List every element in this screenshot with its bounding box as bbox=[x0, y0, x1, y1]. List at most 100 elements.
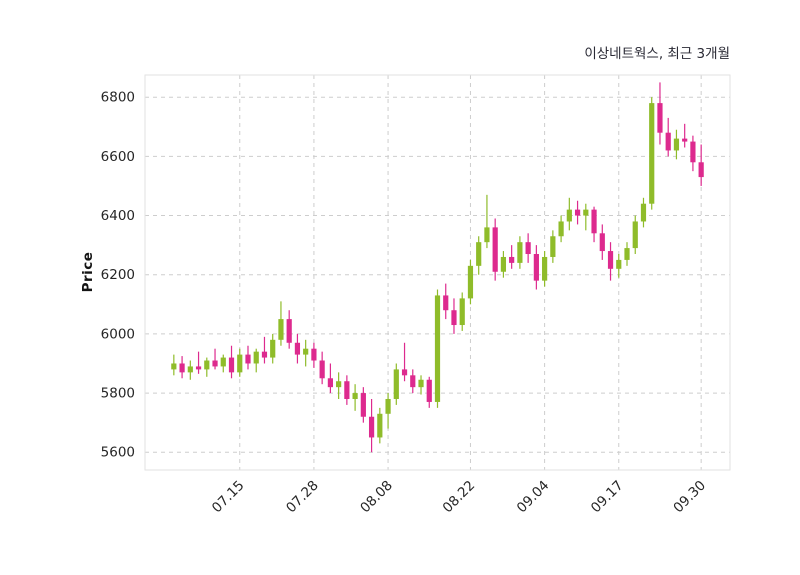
candle-down bbox=[591, 206, 597, 243]
candle-down bbox=[368, 398, 375, 453]
candle-body bbox=[467, 265, 474, 299]
candle-body bbox=[352, 393, 358, 399]
candle-down bbox=[525, 233, 531, 263]
chart-title: 이상네트웍스, 최근 3개월 bbox=[584, 46, 730, 62]
candle-body bbox=[616, 259, 622, 269]
candle-up bbox=[270, 333, 276, 364]
candle-up bbox=[649, 97, 655, 210]
candle-up bbox=[187, 360, 193, 380]
y-tick-label: 6400 bbox=[101, 208, 135, 224]
candle-up bbox=[352, 384, 358, 411]
candle-body bbox=[393, 369, 399, 399]
candle-body bbox=[253, 351, 259, 364]
candle-up bbox=[377, 407, 383, 444]
candle-body bbox=[195, 366, 202, 370]
candle-up bbox=[204, 357, 210, 377]
candle-up bbox=[418, 375, 424, 395]
candle-down bbox=[698, 144, 704, 186]
candle-body bbox=[451, 310, 457, 326]
candle-body bbox=[640, 203, 647, 222]
candle-up bbox=[542, 251, 548, 287]
candle-body bbox=[566, 209, 572, 222]
candle-body bbox=[426, 379, 432, 402]
candle-down bbox=[607, 242, 614, 281]
candle-down bbox=[492, 218, 498, 281]
x-tick-label: 09.30 bbox=[670, 478, 709, 517]
x-tick-label: 07.15 bbox=[209, 478, 248, 517]
candle-body bbox=[533, 254, 539, 281]
candle-down bbox=[195, 351, 202, 374]
candle-down bbox=[360, 387, 366, 423]
candle-down bbox=[327, 363, 333, 394]
y-tick-label: 6000 bbox=[101, 326, 135, 342]
candle-up bbox=[393, 363, 399, 405]
candle-up bbox=[640, 197, 647, 228]
candle-down bbox=[533, 245, 539, 290]
plot-area bbox=[145, 75, 730, 470]
candle-down bbox=[426, 376, 432, 408]
candle-body bbox=[574, 209, 581, 216]
candle-up bbox=[517, 236, 523, 269]
candle-body bbox=[294, 342, 301, 355]
candle-body bbox=[443, 295, 449, 311]
candle-up bbox=[336, 372, 342, 399]
candle-body bbox=[377, 413, 383, 438]
y-tick-label: 6200 bbox=[101, 267, 135, 283]
candle-body bbox=[682, 138, 688, 142]
candle-down bbox=[212, 348, 218, 370]
candle-body bbox=[418, 379, 424, 388]
candle-body bbox=[525, 242, 531, 255]
candle-up bbox=[459, 292, 465, 331]
candle-down bbox=[245, 345, 251, 370]
candle-down bbox=[261, 336, 268, 364]
candle-body bbox=[360, 393, 366, 417]
x-tick-label: 08.08 bbox=[357, 478, 396, 517]
candle-body bbox=[327, 378, 333, 388]
candle-body bbox=[558, 221, 564, 237]
y-tick-label: 6800 bbox=[101, 90, 135, 106]
candle-body bbox=[261, 351, 268, 358]
candle-down bbox=[294, 333, 301, 364]
candle-down bbox=[401, 342, 408, 382]
plot-border bbox=[144, 74, 731, 471]
candle-down bbox=[665, 117, 671, 157]
candle-body bbox=[228, 357, 235, 373]
candle-down bbox=[509, 245, 515, 269]
candle-up bbox=[558, 215, 564, 243]
candle-body bbox=[410, 375, 416, 388]
candle-body bbox=[624, 248, 630, 260]
candle-body bbox=[632, 221, 638, 249]
candle-down bbox=[179, 356, 185, 379]
candle-down bbox=[443, 283, 449, 320]
candle-body bbox=[401, 369, 408, 376]
candle-body bbox=[270, 339, 276, 358]
candle-up bbox=[566, 197, 572, 231]
y-tick-label: 5600 bbox=[101, 445, 135, 461]
candle-body bbox=[583, 209, 589, 216]
x-tick-label: 09.04 bbox=[514, 478, 553, 517]
candle-body bbox=[649, 103, 655, 204]
candle-body bbox=[500, 256, 507, 272]
candle-body bbox=[607, 251, 614, 269]
candle-body bbox=[698, 162, 704, 178]
x-tick-label: 07.28 bbox=[283, 478, 322, 517]
candle-down bbox=[682, 123, 688, 148]
candle-up bbox=[673, 129, 680, 160]
candle-body bbox=[336, 381, 342, 388]
candle-down bbox=[319, 351, 325, 385]
candle-up bbox=[237, 348, 243, 377]
candle-up bbox=[434, 289, 441, 408]
candle-up bbox=[624, 242, 630, 266]
candle-down bbox=[451, 298, 457, 334]
candle-body bbox=[509, 256, 515, 263]
candle-body bbox=[204, 360, 210, 370]
candle-body bbox=[542, 256, 548, 281]
candle-up bbox=[632, 215, 638, 255]
candle-up bbox=[500, 251, 507, 278]
candle-down bbox=[599, 224, 605, 260]
candle-up bbox=[550, 230, 556, 263]
candle-down bbox=[311, 342, 317, 368]
candle-up bbox=[583, 203, 589, 231]
